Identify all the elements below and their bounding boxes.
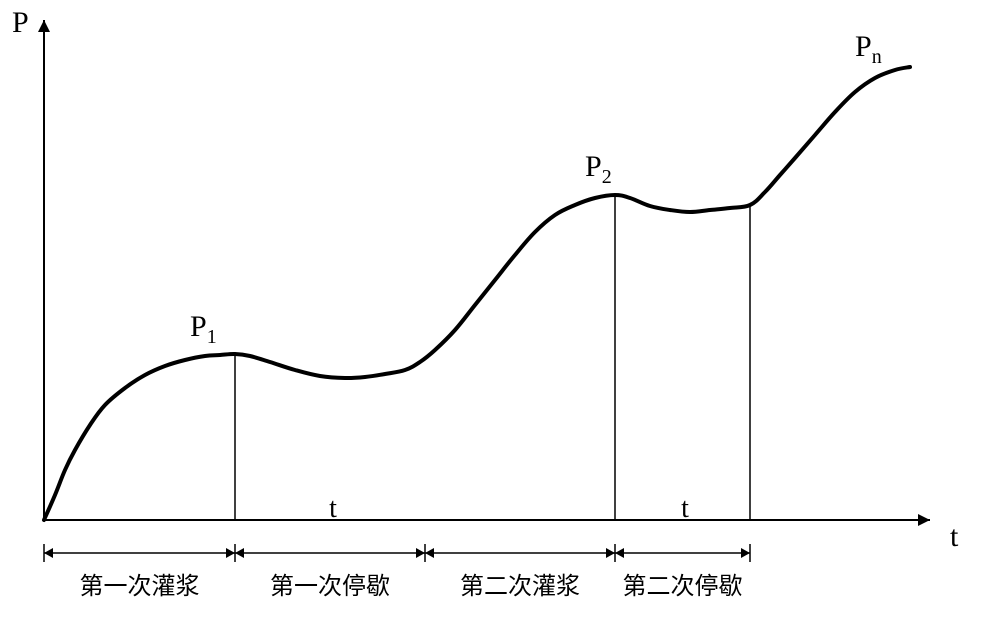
t-label-1: t <box>318 493 348 525</box>
pn-main: P <box>855 30 872 63</box>
segment-label-3: 第二次灌浆 <box>425 566 615 601</box>
p1-main: P <box>190 310 207 343</box>
p2-main: P <box>585 150 602 183</box>
y-axis-label: P <box>12 6 29 40</box>
point-label-p1: P1 <box>190 310 217 349</box>
pressure-time-chart: P t P1 P2 Pn t t 第一次灌浆 第一次停歇 第二次灌浆 第二次停歇 <box>0 0 1000 628</box>
x-axis-label: t <box>950 520 958 554</box>
point-label-p2: P2 <box>585 150 612 189</box>
segment-label-2: 第一次停歇 <box>235 566 425 601</box>
t-label-2: t <box>670 493 700 525</box>
chart-svg <box>0 0 1000 628</box>
point-label-pn: Pn <box>855 30 882 69</box>
segment-label-1: 第一次灌浆 <box>44 566 235 601</box>
p2-sub: 2 <box>602 166 612 188</box>
pn-sub: n <box>872 46 882 68</box>
p1-sub: 1 <box>207 326 217 348</box>
segment-label-4: 第二次停歇 <box>615 566 750 601</box>
